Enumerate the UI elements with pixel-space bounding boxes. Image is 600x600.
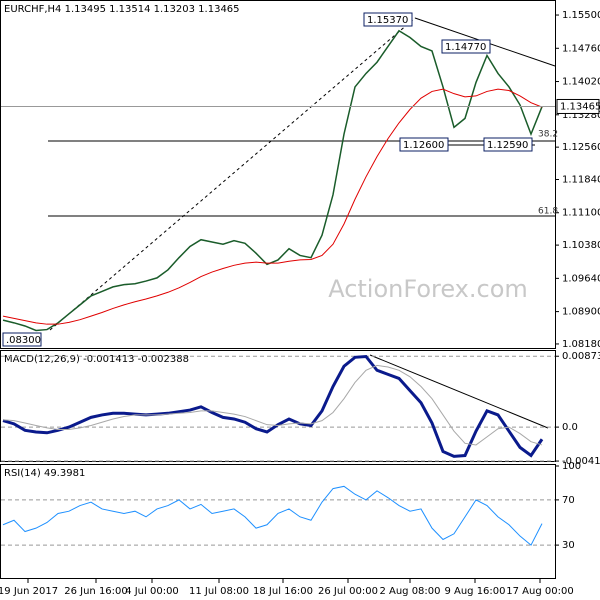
x-tick-label: 4 Jul 00:00 — [125, 586, 179, 597]
annotation: 1.12600 — [403, 140, 444, 151]
price-label-box — [556, 98, 600, 114]
x-tick-label: 26 Jun 16:00 — [64, 586, 128, 597]
rsi-panel — [0, 464, 556, 579]
y-tick-label: 30 — [562, 540, 575, 551]
y-tick-label: 1.14020 — [562, 77, 600, 88]
y-tick-label: 0.0 — [562, 422, 578, 433]
y-tick-label: 1.08900 — [562, 307, 600, 318]
y-tick-label: 1.08180 — [562, 339, 600, 350]
annotation-box — [441, 39, 491, 54]
x-tick-label: 17 Aug 00:00 — [506, 586, 573, 597]
x-tick-label: 26 Jul 00:00 — [318, 586, 378, 597]
y-tick-label: 0.008732 — [562, 351, 600, 362]
annotation-box — [2, 332, 42, 347]
price-panel — [0, 0, 556, 349]
annotation: 61.8 — [538, 207, 558, 217]
annotation: .08300 — [6, 335, 41, 346]
x-tick-label: 18 Jul 16:00 — [253, 586, 313, 597]
y-tick-label: 100 — [562, 461, 581, 472]
x-tick-label: 11 Jul 08:00 — [189, 586, 249, 597]
y-tick-label: 1.12560 — [562, 142, 600, 153]
series-line — [2, 485, 543, 546]
annotation: 38.2 — [538, 130, 558, 140]
y-tick-label: 1.09640 — [562, 273, 600, 284]
annotation-box — [399, 137, 449, 152]
y-tick-label: 1.11840 — [562, 174, 600, 185]
y-tick-label: 1.14760 — [562, 43, 600, 54]
annotation-box — [363, 12, 413, 27]
trend-line — [49, 17, 416, 331]
x-tick-label: 9 Aug 16:00 — [444, 586, 505, 597]
rsi-header: RSI(14) 49.3981 — [4, 468, 85, 479]
y-tick-label: 70 — [562, 495, 575, 506]
annotation: 1.15370 — [367, 15, 408, 26]
watermark: ActionForex.com — [328, 275, 528, 303]
y-tick-label: 1.11100 — [562, 208, 600, 219]
macd-header: MACD(12,26,9) -0.001413 -0.002388 — [4, 354, 189, 365]
series-line — [2, 354, 544, 458]
y-tick-label: 1.13280 — [562, 110, 600, 121]
annotation: 1.12590 — [487, 140, 528, 151]
trend-line — [369, 354, 549, 429]
x-tick-label: 2 Aug 08:00 — [379, 586, 440, 597]
series-line — [2, 364, 543, 446]
series-line — [2, 29, 543, 332]
price-header: EURCHF,H4 1.13495 1.13514 1.13203 1.1346… — [4, 4, 240, 15]
y-tick-label: -0.004184 — [562, 456, 600, 467]
x-tick-label: 19 Jun 2017 — [0, 586, 58, 597]
annotation-box — [483, 137, 533, 152]
price-label: 1.13465 — [560, 101, 600, 112]
series-line — [2, 88, 543, 325]
annotation: 1.14770 — [445, 42, 486, 53]
y-tick-label: 1.15500 — [562, 10, 600, 21]
y-tick-label: 1.10380 — [562, 240, 600, 251]
